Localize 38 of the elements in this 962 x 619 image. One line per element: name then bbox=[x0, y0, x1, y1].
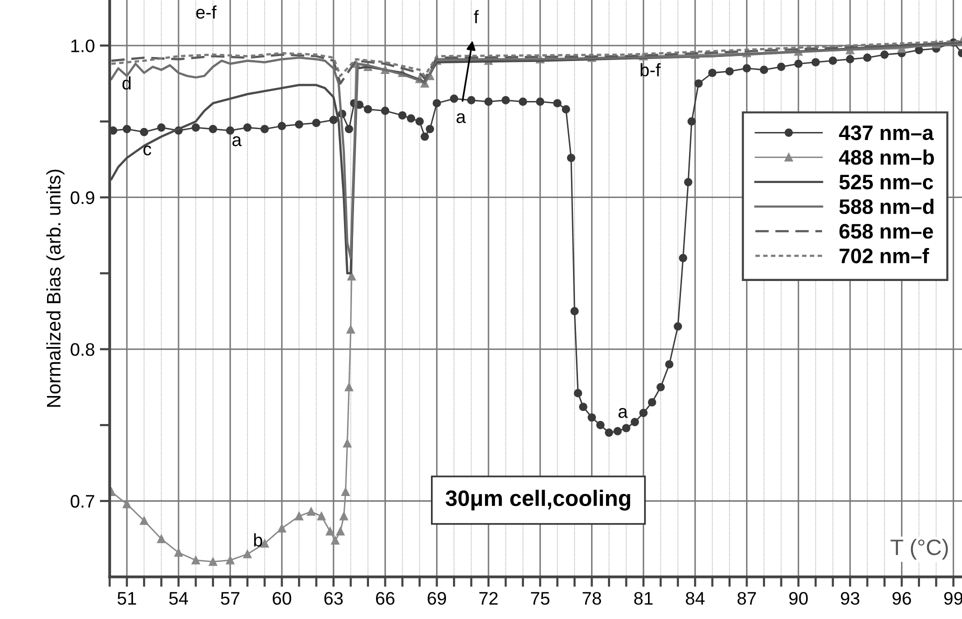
annotation: c bbox=[143, 146, 152, 156]
annotation: f bbox=[474, 10, 479, 24]
annotation: a bbox=[456, 113, 466, 124]
x-tick-label: 90 bbox=[789, 592, 808, 605]
x-tick-label: 66 bbox=[376, 592, 394, 605]
x-tick-label: 87 bbox=[738, 592, 756, 605]
annotation: d bbox=[122, 76, 131, 90]
x-tick-label: 81 bbox=[634, 592, 653, 605]
x-tick-label: 78 bbox=[582, 592, 602, 605]
x-tick-label: 60 bbox=[272, 592, 292, 605]
annotation: 30μm cell,cooling bbox=[446, 490, 630, 511]
x-tick-label: 84 bbox=[686, 592, 705, 605]
annotation: a bbox=[232, 136, 242, 146]
legend-label: 488 nm–b bbox=[839, 149, 934, 165]
legend-label: 658 nm–e bbox=[839, 224, 933, 239]
legend-label: 525 nm–c bbox=[839, 174, 934, 190]
annotation: a bbox=[618, 408, 628, 418]
annotation: b-f bbox=[640, 63, 661, 76]
x-tick-label: 93 bbox=[840, 592, 860, 605]
x-tick-label: 69 bbox=[428, 592, 446, 605]
x-axis-title: T (°C) bbox=[890, 538, 948, 560]
annotation: e-f bbox=[196, 5, 217, 19]
y-tick-label: 0.9 bbox=[70, 191, 94, 204]
annotation: b bbox=[254, 533, 262, 547]
x-tick-label: 75 bbox=[531, 592, 550, 605]
x-tick-label: 96 bbox=[892, 592, 911, 605]
x-tick-label: 72 bbox=[479, 592, 498, 605]
x-tick-label: 54 bbox=[169, 592, 188, 605]
legend-label: 588 nm–d bbox=[839, 198, 934, 214]
y-tick-label: 0.7 bbox=[70, 494, 94, 508]
x-tick-label: 63 bbox=[324, 592, 343, 605]
y-tick-label: 0.8 bbox=[70, 343, 94, 356]
y-axis-title: Normalized Bias (arb. units) bbox=[46, 170, 64, 407]
legend-label: 437 nm–a bbox=[839, 125, 934, 140]
x-tick-label: 57 bbox=[220, 592, 240, 605]
y-tick-label: 1.0 bbox=[71, 39, 94, 52]
x-tick-label: 51 bbox=[118, 592, 136, 605]
legend-label: 702 nm–f bbox=[840, 248, 930, 264]
